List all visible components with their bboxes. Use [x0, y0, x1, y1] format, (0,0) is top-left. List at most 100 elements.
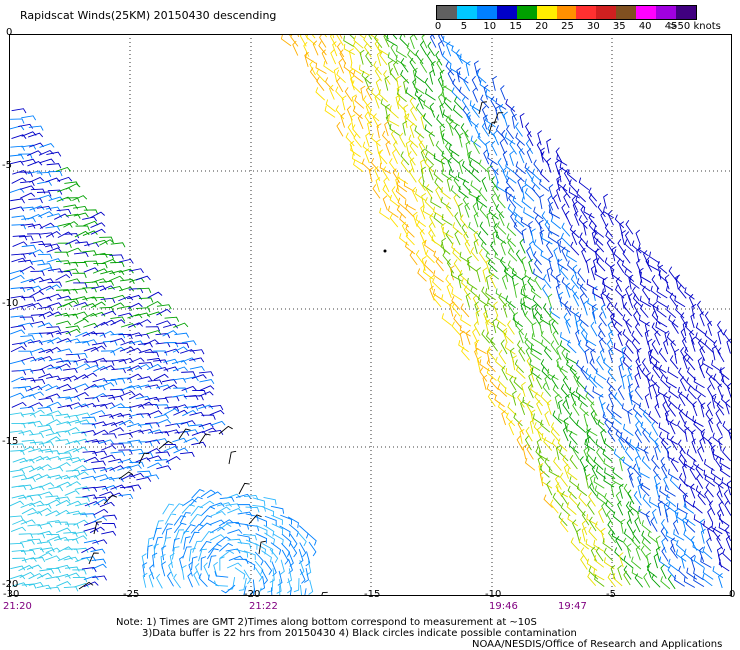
wind-barb: [626, 543, 632, 559]
wind-barb: [46, 247, 62, 253]
wind-barb: [452, 78, 461, 93]
wind-barb: [163, 445, 179, 452]
wind-barb: [678, 408, 686, 424]
wind-barb: [699, 311, 705, 327]
wind-barb: [667, 574, 676, 590]
legend-labels: >50 knots 0 5 10 15 20 25 30 35 40 45: [435, 20, 736, 32]
wind-barb: [546, 480, 553, 496]
wind-barb: [382, 184, 392, 199]
wind-barb: [21, 557, 37, 562]
wind-barb: [376, 123, 382, 139]
wind-barb: [21, 412, 36, 418]
wind-barb: [572, 291, 580, 307]
wind-barb: [438, 40, 443, 56]
wind-barb: [75, 225, 90, 231]
wind-barb: [607, 528, 617, 544]
wind-barb: [521, 184, 527, 200]
wind-barb: [546, 138, 552, 154]
wind-barb: [100, 360, 115, 366]
wind-barb: [622, 329, 632, 343]
wind-barb: [82, 230, 98, 236]
wind-barb: [404, 241, 416, 255]
wind-barb: [466, 111, 473, 127]
wind-barb: [389, 213, 399, 228]
wind-barb: [164, 406, 180, 412]
wind-barb: [586, 424, 598, 437]
wind-barb: [110, 319, 126, 326]
wind-barb: [197, 522, 212, 532]
wind-barb: [566, 424, 578, 436]
wind-barb: [564, 300, 572, 316]
wind-barb: [490, 241, 499, 256]
wind-barb: [172, 437, 188, 443]
wind-barb: [655, 535, 661, 551]
wind-barb: [563, 169, 571, 184]
wind-barb: [571, 195, 578, 211]
wind-barb: [692, 415, 704, 427]
wind-barb: [73, 252, 89, 258]
wind-barb: [28, 249, 44, 256]
wind-barb: [154, 536, 163, 550]
wind-barb: [118, 357, 134, 363]
wind-barb: [601, 303, 607, 319]
wind-barb: [199, 500, 215, 509]
wind-barb: [680, 346, 688, 362]
wind-barb: [243, 585, 247, 596]
wind-barb: [472, 294, 480, 310]
wind-barb: [198, 433, 211, 445]
wind-barb: [65, 338, 81, 344]
wind-barb: [11, 549, 27, 555]
wind-barb: [9, 274, 25, 281]
wind-barb: [465, 292, 471, 308]
wind-barb: [219, 556, 225, 571]
wind-barb: [576, 502, 586, 517]
wind-barb: [10, 315, 26, 321]
wind-barb: [725, 399, 730, 415]
wind-barb: [519, 238, 526, 254]
wind-barb: [73, 261, 88, 268]
wind-barb: [181, 385, 197, 392]
wind-barb: [631, 556, 642, 570]
legend-swatch: [596, 6, 617, 19]
wind-barb: [692, 541, 704, 554]
wind-barb: [480, 94, 490, 109]
wind-barb: [198, 404, 214, 410]
wind-barb: [683, 529, 694, 543]
wind-barb: [707, 384, 714, 400]
wind-barb: [99, 476, 115, 482]
wind-barb: [10, 345, 26, 353]
wind-barb: [693, 555, 705, 568]
wind-barb: [72, 531, 88, 537]
wind-barb: [599, 348, 605, 364]
wind-barb: [270, 505, 285, 514]
wind-barb: [666, 445, 672, 461]
wind-barb: [65, 183, 81, 190]
wind-barb: [593, 476, 605, 489]
wind-barb: [81, 513, 96, 519]
wind-barb: [667, 402, 676, 417]
wind-barb: [501, 129, 509, 145]
wind-barb: [20, 192, 36, 199]
wind-barb: [262, 543, 274, 555]
wind-barb: [590, 409, 598, 425]
wind-barb: [645, 510, 652, 526]
wind-barb: [640, 482, 650, 497]
wind-barb: [510, 212, 518, 228]
wind-barb: [261, 569, 269, 585]
wind-barb: [99, 491, 115, 497]
wind-barb: [662, 400, 669, 416]
wind-barb: [621, 346, 627, 362]
wind-barb: [287, 516, 299, 528]
wind-barb: [494, 168, 499, 184]
wind-barb: [30, 356, 46, 362]
wind-barb: [539, 229, 545, 245]
wind-barb: [264, 515, 277, 526]
wind-barb: [487, 297, 498, 311]
wind-barb: [568, 179, 578, 193]
wind-barb: [101, 310, 117, 316]
wind-barb: [424, 197, 435, 211]
wind-barb: [678, 483, 689, 498]
time-label-1: 21:20: [3, 601, 32, 612]
wind-barb: [722, 548, 732, 563]
wind-barb: [612, 313, 623, 327]
